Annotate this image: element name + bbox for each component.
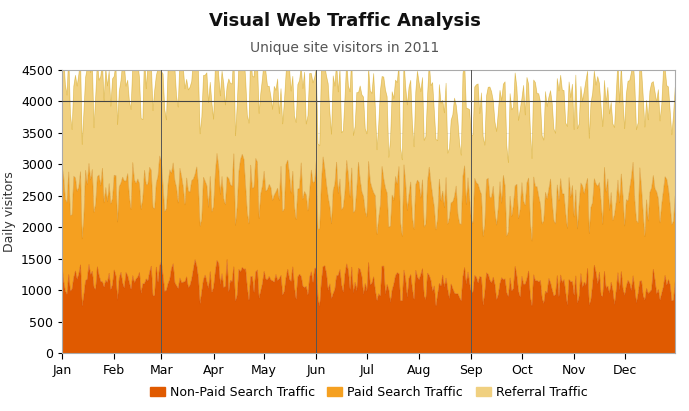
Y-axis label: Daily visitors: Daily visitors <box>3 171 16 252</box>
Legend: Non-Paid Search Traffic, Paid Search Traffic, Referral Traffic: Non-Paid Search Traffic, Paid Search Tra… <box>145 381 593 404</box>
Text: Visual Web Traffic Analysis: Visual Web Traffic Analysis <box>209 12 480 30</box>
Text: Unique site visitors in 2011: Unique site visitors in 2011 <box>250 41 439 55</box>
